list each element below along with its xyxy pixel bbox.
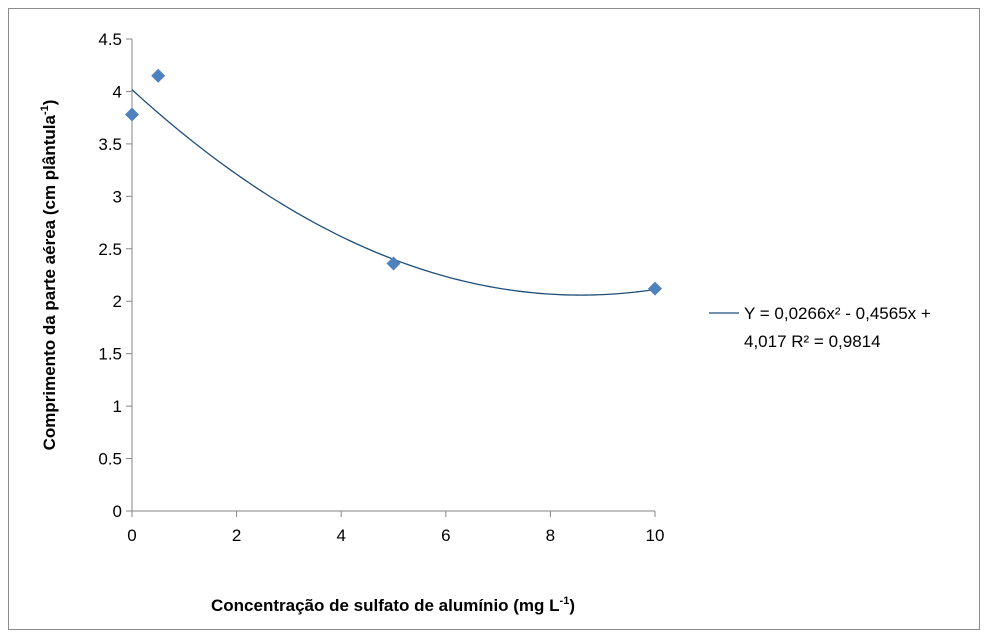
y-tick-label: 0.5 bbox=[98, 450, 122, 469]
chart: 0 0.5 1 1.5 2 2.5 3 3.5 4 4.5 0 2 4 6 8 10 Y = 0,0266x… bbox=[39, 30, 931, 615]
legend: Y = 0,0266x² - 0,4565x + 4,017 R² = 0,98… bbox=[709, 304, 931, 351]
x-axis-title: Concentração de sulfato de alumínio (mg … bbox=[211, 595, 575, 615]
x-ticks: 0 2 4 6 8 10 bbox=[127, 511, 664, 545]
chart-frame: 0 0.5 1 1.5 2 2.5 3 3.5 4 4.5 0 2 4 6 8 10 Y = 0,0266x… bbox=[8, 8, 980, 630]
legend-label-line2: 4,017 R² = 0,9814 bbox=[744, 332, 881, 351]
x-tick-label: 2 bbox=[232, 526, 241, 545]
data-point bbox=[648, 281, 662, 296]
x-tick-label: 8 bbox=[546, 526, 555, 545]
x-tick-label: 10 bbox=[646, 526, 665, 545]
y-tick-label: 4.5 bbox=[98, 30, 122, 49]
axes bbox=[131, 39, 655, 512]
y-tick-label: 3.5 bbox=[98, 135, 122, 154]
y-tick-label: 3 bbox=[113, 187, 122, 206]
x-tick-label: 4 bbox=[336, 526, 345, 545]
y-ticks: 0 0.5 1 1.5 2 2.5 3 3.5 4 4.5 bbox=[98, 30, 132, 521]
x-tick-label: 0 bbox=[127, 526, 136, 545]
data-point bbox=[151, 68, 166, 83]
y-tick-label: 0 bbox=[113, 502, 122, 521]
legend-label-line1: Y = 0,0266x² - 0,4565x + bbox=[744, 304, 931, 323]
y-axis-title: Comprimento da parte aérea (cm plântula-… bbox=[39, 100, 59, 451]
data-point bbox=[386, 256, 401, 271]
y-tick-label: 2.5 bbox=[98, 240, 122, 259]
y-tick-label: 1.5 bbox=[98, 345, 122, 364]
data-points bbox=[125, 68, 662, 296]
data-point bbox=[125, 107, 139, 122]
y-tick-label: 1 bbox=[113, 397, 122, 416]
y-tick-label: 2 bbox=[113, 292, 122, 311]
x-tick-label: 6 bbox=[441, 526, 450, 545]
y-tick-label: 4 bbox=[113, 82, 122, 101]
